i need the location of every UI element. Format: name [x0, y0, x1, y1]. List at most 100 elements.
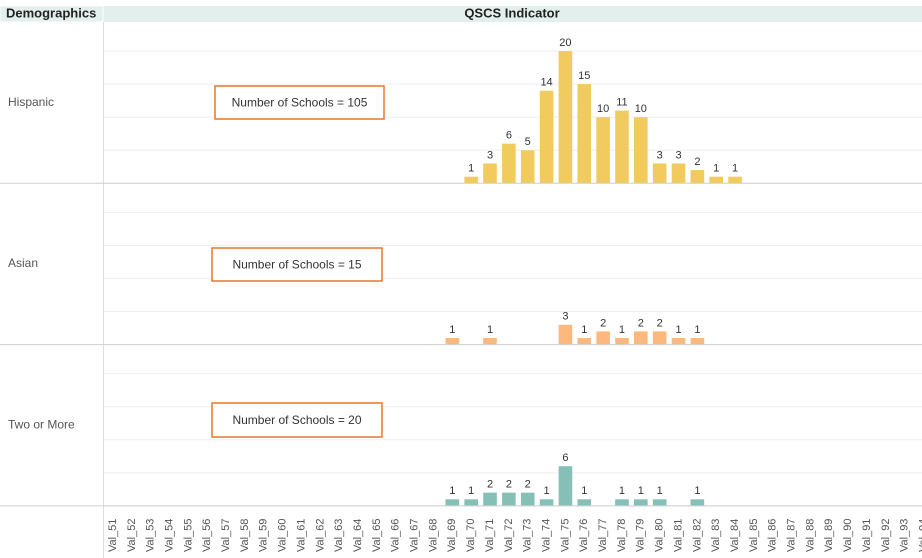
bar [558, 466, 573, 506]
data-label: 1 [675, 324, 681, 336]
bar [483, 337, 497, 345]
bar [558, 324, 573, 345]
row-header-cell [0, 5, 104, 23]
bar [652, 331, 667, 345]
x-tick-label: Val_72 [503, 519, 515, 552]
data-label: 2 [525, 479, 531, 491]
bar [709, 176, 724, 184]
x-tick-label: Val_70 [465, 519, 477, 552]
x-tick-label: Val_75 [559, 519, 571, 552]
data-label: 2 [506, 479, 512, 491]
data-label: 20 [559, 37, 571, 49]
bar [615, 499, 629, 506]
x-tick-label: Val_89 [823, 519, 835, 552]
data-label: 1 [449, 485, 455, 497]
bar [483, 492, 497, 506]
data-label: 1 [581, 485, 587, 497]
data-label: 2 [657, 317, 663, 329]
x-tick-label: Val_54 [163, 519, 175, 552]
data-label: 2 [694, 156, 700, 168]
data-label: 15 [578, 70, 590, 82]
x-tick-label: Val_55 [182, 519, 194, 552]
bar [728, 176, 742, 184]
data-label: 1 [713, 163, 719, 175]
annotation-box [211, 402, 383, 438]
bar [502, 492, 516, 506]
annotation: Number of Schools = 15 [232, 258, 361, 272]
data-label: 2 [600, 317, 606, 329]
x-tick-label: Val_91 [861, 519, 873, 552]
row-header: Demographics [6, 5, 96, 20]
data-label: 11 [616, 96, 627, 108]
x-tick-label: Val_59 [258, 519, 270, 552]
x-tick-label: Val_77 [597, 519, 609, 552]
bar [577, 84, 592, 184]
data-label: 1 [468, 485, 474, 497]
row-label: Asian [8, 256, 38, 270]
bar [558, 51, 573, 184]
chart-title: QSCS Indicator [464, 5, 559, 20]
x-tick-label: Val_87 [786, 519, 798, 552]
bar [464, 176, 478, 184]
data-label: 5 [525, 136, 531, 148]
x-tick-label: Val_63 [333, 519, 345, 552]
x-tick-label: Val_65 [371, 519, 383, 552]
x-tick-label: Val_79 [635, 519, 647, 552]
bar [690, 170, 705, 184]
x-tick-label: Val_69 [446, 519, 458, 552]
x-tick-label: Val_57 [220, 519, 232, 552]
x-tick-label: Val_62 [314, 519, 326, 552]
x-tick-label: Val_66 [390, 519, 402, 552]
data-label: 1 [694, 485, 700, 497]
bar [690, 337, 705, 345]
x-tick-label: Val_68 [427, 519, 439, 552]
row-label: Two or More [8, 417, 75, 431]
data-label: 6 [562, 452, 568, 464]
bar [634, 499, 648, 506]
bar [539, 90, 554, 184]
bar [577, 499, 592, 506]
bar [445, 337, 460, 345]
data-label: 1 [694, 324, 700, 336]
x-tick-label: Val_56 [201, 519, 213, 552]
bar [596, 331, 610, 345]
x-tick-label: Val_80 [654, 519, 666, 552]
data-label: 2 [638, 317, 644, 329]
x-tick-label: Val_78 [616, 519, 628, 552]
annotation-box [211, 247, 383, 282]
data-label: 3 [657, 149, 663, 161]
data-label: 2 [487, 479, 493, 491]
data-label: 10 [597, 103, 609, 115]
data-label: 1 [657, 485, 663, 497]
annotation: Number of Schools = 105 [232, 96, 368, 110]
x-tick-label: Val_88 [804, 519, 816, 552]
bar [634, 117, 648, 184]
data-label: 1 [619, 324, 625, 336]
x-tick-label: Val_92 [880, 519, 892, 552]
x-tick-label: Val_51 [107, 519, 119, 552]
x-tick-label: Val_76 [578, 519, 590, 552]
data-label: 3 [562, 311, 568, 323]
bar [615, 337, 629, 345]
bar [520, 492, 535, 506]
data-label: 3 [487, 149, 493, 161]
annotation: Number of Schools = 20 [232, 413, 361, 427]
data-label: 1 [544, 485, 550, 497]
bar [445, 499, 460, 506]
bar [483, 163, 497, 184]
bar [577, 337, 592, 345]
x-tick-label: Val_82 [691, 519, 703, 552]
x-tick-label: Val_71 [484, 519, 496, 552]
data-label: 14 [540, 77, 552, 89]
bar [634, 331, 648, 345]
annotation-box [214, 85, 385, 120]
row-label: Hispanic [8, 95, 54, 109]
data-label: 1 [619, 485, 625, 497]
bar [652, 163, 667, 184]
data-label: 1 [468, 163, 474, 175]
bar [539, 499, 554, 506]
data-label: 1 [581, 324, 587, 336]
data-label: 3 [675, 149, 681, 161]
